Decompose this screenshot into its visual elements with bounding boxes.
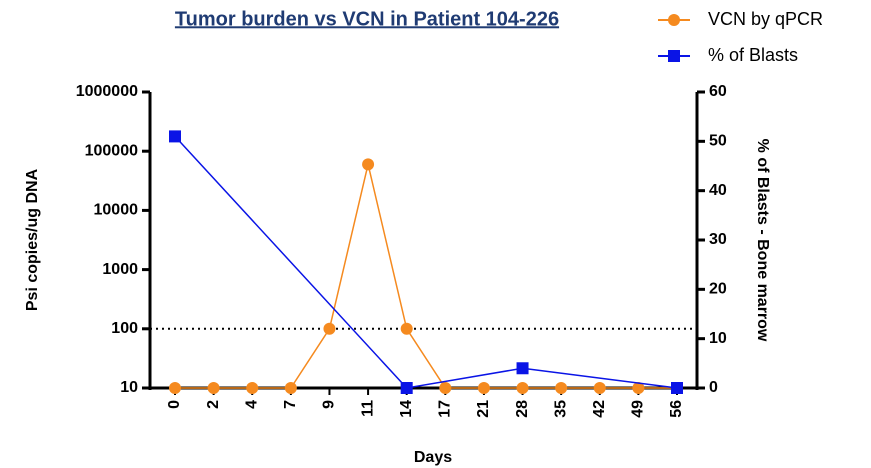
point [516, 382, 529, 394]
y2-tick-label: 0 [709, 379, 718, 396]
y2-tick-label: 30 [709, 231, 727, 248]
point [632, 382, 645, 394]
y2-axis-label: % of Blasts - Bone marrow [754, 139, 771, 342]
x-tick-label: 56 [668, 400, 685, 418]
point [362, 158, 375, 171]
point [400, 322, 413, 335]
series-line [175, 164, 677, 389]
y-tick-label: 1000000 [76, 83, 138, 100]
point [593, 382, 606, 394]
y-tick-label: 1000 [102, 261, 138, 278]
x-tick-label: 21 [475, 400, 492, 418]
y-tick-label: 10 [120, 379, 138, 396]
x-tick-label: 9 [321, 400, 338, 409]
point [284, 382, 297, 394]
chart-title: Tumor burden vs VCN in Patient 104-226 [175, 8, 559, 30]
point [668, 50, 680, 62]
point [477, 382, 490, 394]
point [207, 382, 220, 394]
x-tick-label: 4 [243, 400, 260, 409]
legend-label: % of Blasts [708, 45, 798, 65]
y2-tick-label: 10 [709, 330, 727, 347]
point [439, 382, 452, 394]
x-tick-label: 49 [630, 400, 647, 418]
point [169, 130, 181, 143]
x-tick-label: 2 [205, 400, 222, 409]
x-tick-label: 28 [514, 400, 531, 418]
series-line [174, 135, 678, 389]
x-tick-label: 0 [166, 400, 183, 409]
y2-tick-label: 60 [709, 83, 727, 100]
point [400, 382, 413, 394]
y-tick-label: 100000 [85, 142, 138, 159]
y-axis-label: Psi copies/ug DNA [24, 168, 41, 311]
x-tick-label: 17 [437, 400, 454, 418]
point [169, 382, 181, 394]
x-tick-label: 14 [398, 400, 415, 418]
point [555, 382, 568, 394]
x-tick-label: 35 [552, 400, 569, 418]
point [668, 14, 680, 26]
x-tick-label: 7 [282, 400, 299, 409]
x-tick-label: 11 [359, 400, 376, 417]
y2-tick-label: 40 [709, 182, 727, 199]
point [516, 362, 529, 375]
y2-tick-label: 50 [709, 133, 727, 150]
legend-label: VCN by qPCR [708, 9, 823, 29]
y-tick-label: 100 [111, 320, 138, 337]
point [671, 382, 683, 394]
x-tick-label: 42 [591, 400, 608, 418]
y-tick-label: 10000 [94, 202, 139, 219]
point [246, 382, 259, 394]
x-axis-label: Days [414, 449, 452, 466]
y2-tick-label: 20 [709, 281, 727, 298]
point [323, 322, 336, 335]
